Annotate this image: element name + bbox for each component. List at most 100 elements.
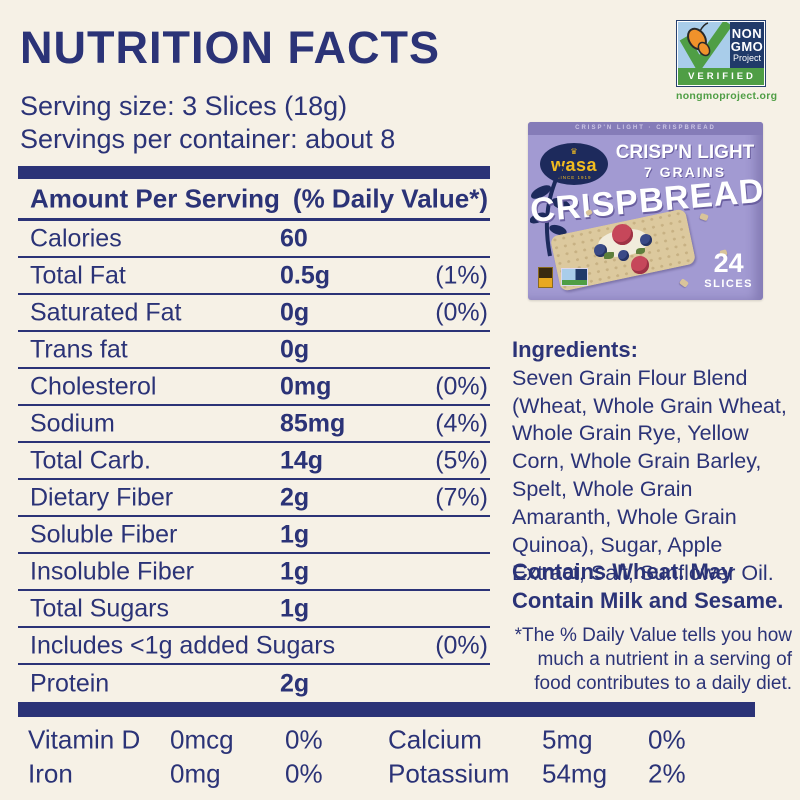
nutrient-value: 2g [280,669,310,697]
header-daily-value: (% Daily Value*) [292,183,488,213]
micronutrient-value: 0mg [170,758,221,789]
nutrient-label: Total Fat [30,261,126,289]
micronutrient-label: Iron [28,758,73,789]
table-row: Insoluble Fiber 1g [18,554,490,591]
nutrient-label: Sodium [30,409,115,437]
page-title: NUTRITION FACTS [20,22,440,73]
product-box-image: CRISP'N LIGHT · CRISPBREAD ♛ wasa SINCE … [528,122,766,300]
nutrient-value: 0mg [280,372,332,400]
non-gmo-line2: GMO [730,39,764,54]
leaf-branch-icon [530,166,570,257]
bottom-divider-bar [18,702,755,717]
brand-since: SINCE 1919 [556,175,592,180]
non-gmo-seal: NON GMO Project VERIFIED nongmoproject.o… [676,20,778,102]
whole-grain-stamp-icon [538,267,553,288]
non-gmo-line1: NON [731,26,763,41]
slice-count: 24 SLICES [704,250,753,290]
nutrient-value: 1g [280,594,310,622]
micronutrient-value: 54mg [542,758,608,789]
verified-banner: VERIFIED [678,68,764,85]
table-row: Saturated Fat 0g (0%) [18,295,490,332]
nutrient-value: 14g [280,446,324,474]
table-row: Trans fat 0g [18,332,490,369]
nutrient-label: Includes <1g added Sugars [30,631,336,659]
box-top-flap: CRISP'N LIGHT · CRISPBREAD [528,122,763,135]
nutrient-value: 1g [280,520,310,548]
table-row: Total Sugars 1g [18,591,490,628]
micronutrient-value: 5mg [542,724,593,755]
nutrient-value: 60 [280,224,308,252]
raspberry [631,256,649,274]
allergen-statement: Contains Wheat. May Contain Milk and Ses… [512,559,784,613]
blueberry [618,250,629,261]
table-row: Cholesterol 0mg (0%) [18,369,490,406]
ingredients-heading: Ingredients: [512,337,638,362]
mint-leaf [604,252,614,259]
nutrient-label: Total Carb. [30,446,151,474]
daily-value-footnote: *The % Daily Value tells you how much a … [514,625,792,694]
micronutrients-section: Vitamin D 0mcg 0% Calcium 5mg 0% Iron 0m… [18,723,780,791]
non-gmo-line3: Project [732,53,761,63]
table-row: Dietary Fiber 2g (7%) [18,480,490,517]
nutrient-label: Soluble Fiber [30,520,178,548]
nutrient-label: Cholesterol [30,372,157,400]
non-gmo-url: nongmoproject.org [676,89,778,102]
butterfly-checkmark-icon [678,22,730,68]
servings-per-container-text: Servings per container: about 8 [20,124,396,154]
nutrient-label: Trans fat [30,335,128,363]
subbrand-text: CRISP'N LIGHT 7 GRAINS [612,142,758,180]
table-top-bar [18,166,490,179]
micronutrient-label: Potassium [388,758,510,789]
slice-count-unit: SLICES [704,278,753,290]
blueberry [594,244,607,257]
table-row: Calories 60 [18,221,490,258]
blueberry [640,234,652,246]
nutrition-table: Amount Per Serving (% Daily Value*) Calo… [18,166,490,702]
table-row: Includes <1g added Sugars (0%) [18,628,490,665]
subbrand-line1: CRISP'N LIGHT [615,142,755,163]
wasa-logo: ♛ wasa SINCE 1919 [540,143,608,185]
nutrient-dv: (4%) [435,409,488,437]
ingredients-block: Ingredients: Seven Grain Flour Blend (Wh… [512,336,794,588]
mini-non-gmo-stamp-icon [561,268,588,286]
nutrient-value: 1g [280,557,310,585]
serving-size-text: Serving size: 3 Slices (18g) [20,91,348,121]
micronutrient-row: Vitamin D 0mcg 0% Calcium 5mg 0% [18,723,780,757]
table-row: Total Fat 0.5g (1%) [18,258,490,295]
ingredients-body: Seven Grain Flour Blend (Wheat, Whole Gr… [512,365,787,586]
table-row: Sodium 85mg (4%) [18,406,490,443]
table-header: Amount Per Serving (% Daily Value*) [18,179,490,221]
crown-icon: ♛ [570,147,578,156]
nutrient-label: Total Sugars [30,594,169,622]
table-row: Soluble Fiber 1g [18,517,490,554]
nutrient-value: 0g [280,298,310,326]
table-row: Protein 2g [18,665,490,702]
table-row: Total Carb. 14g (5%) [18,443,490,480]
micronutrient-label: Calcium [388,724,482,755]
micronutrient-dv: 2% [648,758,686,789]
micronutrient-dv: 0% [285,758,323,789]
nutrient-value: 85mg [280,409,346,437]
micronutrient-value: 0mcg [170,724,234,755]
slice-count-number: 24 [713,248,744,278]
micronutrient-dv: 0% [285,724,323,755]
nutrient-dv: (7%) [435,483,488,511]
micronutrient-dv: 0% [648,724,686,755]
crumb [679,278,689,288]
subbrand-line2: 7 GRAINS [643,163,727,180]
nutrient-value: 2g [280,483,310,511]
nutrient-dv: (5%) [435,446,488,474]
nutrient-value: 0.5g [280,261,331,289]
raspberry [612,224,633,245]
micronutrient-label: Vitamin D [28,724,141,755]
header-amount-per-serving: Amount Per Serving [30,183,280,213]
nutrient-label: Saturated Fat [30,298,182,326]
nutrient-label: Protein [30,669,110,697]
nutrient-label: Insoluble Fiber [30,557,194,585]
nutrient-label: Calories [30,224,122,252]
nutrient-dv: (1%) [435,261,488,289]
nutrient-value: 0g [280,335,310,363]
mint-leaf [636,248,645,254]
non-gmo-mark: NON GMO Project VERIFIED [676,20,766,87]
